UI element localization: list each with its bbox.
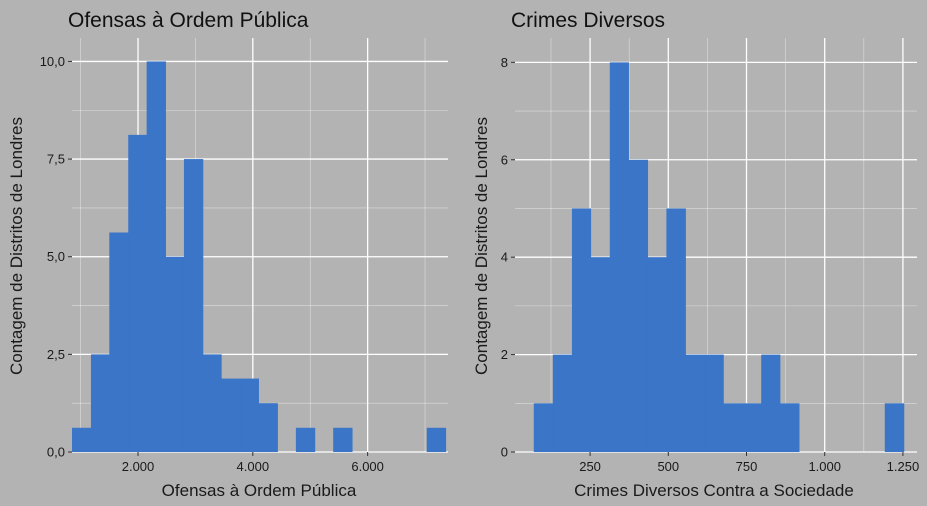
- histogram-bar: [590, 257, 611, 452]
- histogram-bar: [165, 256, 185, 452]
- x-axis-title: Ofensas à Ordem Pública: [162, 481, 357, 500]
- histogram-bar: [258, 403, 278, 452]
- panel-public-order: 2.000 4.000 6.000 0,0 2,5 5,0 7,5 10,0 Ofensas…: [7, 9, 448, 500]
- x-axis-title: Crimes Diversos Contra a Sociedade: [574, 481, 854, 500]
- y-tick-label: 4: [501, 250, 508, 265]
- histogram-bar: [628, 159, 649, 452]
- histogram-bar: [609, 62, 629, 453]
- y-tick-labels: 0,0 2,5 5,0 7,5 10,0: [40, 54, 65, 460]
- panel-misc-crimes: 250 500 750 1.000 1.250 0 2 4 6 8 Crimes Diverso…: [472, 9, 919, 500]
- y-tick-label: 2,5: [47, 347, 65, 362]
- histogram-bar: [571, 208, 592, 452]
- x-tick-label: 750: [736, 459, 758, 474]
- x-tick-label: 4.000: [237, 459, 270, 474]
- histogram-bar: [109, 232, 129, 452]
- histogram-bar: [723, 403, 743, 452]
- x-tick-label: 2.000: [122, 459, 155, 474]
- histogram-bar: [647, 257, 667, 452]
- y-tick-label: 2: [501, 347, 508, 362]
- histogram-bar: [221, 378, 241, 452]
- histogram-bar: [295, 427, 316, 452]
- x-tick-labels: 2.000 4.000 6.000: [122, 459, 384, 474]
- histogram-bar: [72, 427, 92, 452]
- bars: [72, 61, 447, 453]
- histogram-bar: [146, 61, 166, 453]
- histogram-bar: [704, 354, 724, 452]
- x-tick-label: 6.000: [351, 459, 384, 474]
- histogram-bar: [240, 378, 259, 452]
- y-tick-label: 7,5: [47, 152, 65, 167]
- y-tick-label: 8: [501, 55, 508, 70]
- y-tick-label: 5,0: [47, 249, 65, 264]
- histogram-bar: [333, 427, 353, 452]
- histogram-bar: [552, 354, 573, 452]
- y-tick-label: 6: [501, 152, 508, 167]
- x-tick-label: 500: [657, 459, 679, 474]
- x-tick-label: 1.000: [808, 459, 841, 474]
- histogram-bar: [426, 427, 447, 452]
- histogram-bar: [779, 403, 800, 452]
- histogram-bar: [666, 208, 686, 452]
- histogram-bar: [90, 354, 110, 452]
- tick-marks: [511, 61, 904, 456]
- y-tick-label: 0,0: [47, 445, 65, 460]
- histogram-bar: [742, 403, 762, 452]
- histogram-bar: [884, 403, 905, 452]
- histogram-bar: [128, 134, 148, 452]
- y-tick-labels: 0 2 4 6 8: [501, 55, 508, 460]
- x-tick-label: 250: [579, 459, 601, 474]
- histogram-bar: [183, 159, 204, 452]
- y-axis-title: Contagem de Distritos de Londres: [7, 117, 26, 375]
- y-tick-label: 0: [501, 445, 508, 460]
- y-axis-title: Contagem de Distritos de Londres: [472, 117, 491, 375]
- chart-title: Crimes Diversos: [511, 9, 665, 32]
- y-tick-label: 10,0: [40, 54, 65, 69]
- histogram-bar: [202, 354, 222, 452]
- tick-marks: [68, 60, 369, 456]
- histogram-bar: [533, 403, 554, 452]
- x-tick-labels: 250 500 750 1.000 1.250: [579, 459, 919, 474]
- bars: [533, 62, 905, 453]
- chart-title: Ofensas à Ordem Pública: [68, 9, 309, 32]
- histogram-bar: [685, 354, 705, 452]
- x-tick-label: 1.250: [887, 459, 920, 474]
- histogram-bar: [761, 354, 781, 452]
